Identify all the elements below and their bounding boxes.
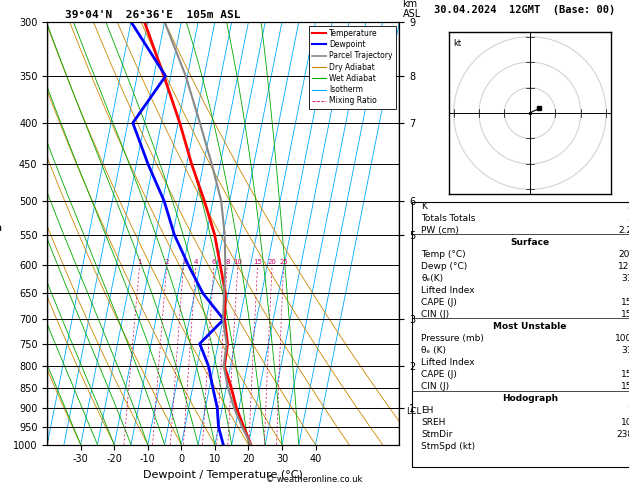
Text: Dewp (°C): Dewp (°C) [421,262,468,271]
Text: 6: 6 [212,260,216,265]
Text: 30.04.2024  12GMT  (Base: 00): 30.04.2024 12GMT (Base: 00) [434,4,615,15]
Text: 154: 154 [621,310,629,319]
Text: StmSpd (kt): StmSpd (kt) [421,442,476,451]
Text: 8: 8 [225,260,230,265]
Text: SREH: SREH [421,418,446,427]
Text: θₑ(K): θₑ(K) [421,274,443,283]
Text: 20: 20 [268,260,277,265]
Text: 12.5: 12.5 [618,262,629,271]
Text: CAPE (J): CAPE (J) [421,298,457,307]
Text: 1003: 1003 [615,334,629,343]
Text: 319: 319 [621,274,629,283]
Text: 1: 1 [137,260,142,265]
Text: kt: kt [454,39,462,48]
Text: 238°: 238° [617,431,629,439]
Text: EH: EH [421,406,434,416]
Text: 4: 4 [194,260,198,265]
X-axis label: Dewpoint / Temperature (°C): Dewpoint / Temperature (°C) [143,470,303,480]
Text: PW (cm): PW (cm) [421,226,459,235]
Text: 39°04'N  26°36'E  105m ASL: 39°04'N 26°36'E 105m ASL [65,10,240,20]
Text: 30: 30 [627,202,629,211]
Text: 2.23: 2.23 [618,226,629,235]
Y-axis label: hPa: hPa [0,223,3,233]
Text: 10: 10 [233,260,242,265]
Text: CIN (J): CIN (J) [421,382,450,391]
Text: Temp (°C): Temp (°C) [421,250,466,259]
Text: Lifted Index: Lifted Index [421,358,475,367]
Text: Pressure (mb): Pressure (mb) [421,334,484,343]
Text: 152: 152 [621,298,629,307]
Text: Surface: Surface [510,238,550,247]
Text: Totals Totals: Totals Totals [421,214,476,223]
Text: 154: 154 [621,382,629,391]
Text: 51: 51 [627,214,629,223]
Text: 72: 72 [627,406,629,416]
Text: 152: 152 [621,370,629,379]
Text: K: K [421,202,427,211]
Text: Hodograph: Hodograph [502,394,558,403]
Text: 15: 15 [253,260,262,265]
Legend: Temperature, Dewpoint, Parcel Trajectory, Dry Adiabat, Wet Adiabat, Isotherm, Mi: Temperature, Dewpoint, Parcel Trajectory… [309,26,396,108]
Text: CAPE (J): CAPE (J) [421,370,457,379]
Text: 20.7: 20.7 [618,250,629,259]
Text: 3: 3 [181,260,186,265]
Text: 100: 100 [621,418,629,427]
Text: 319: 319 [621,346,629,355]
Text: θₑ (K): θₑ (K) [421,346,447,355]
Text: StmDir: StmDir [421,431,453,439]
Text: LCL: LCL [406,407,421,416]
Text: © weatheronline.co.uk: © weatheronline.co.uk [266,474,363,484]
Text: km
ASL: km ASL [403,0,421,19]
Text: 25: 25 [279,260,288,265]
Text: Most Unstable: Most Unstable [493,322,567,331]
Text: 2: 2 [165,260,169,265]
Text: Lifted Index: Lifted Index [421,286,475,295]
Text: CIN (J): CIN (J) [421,310,450,319]
